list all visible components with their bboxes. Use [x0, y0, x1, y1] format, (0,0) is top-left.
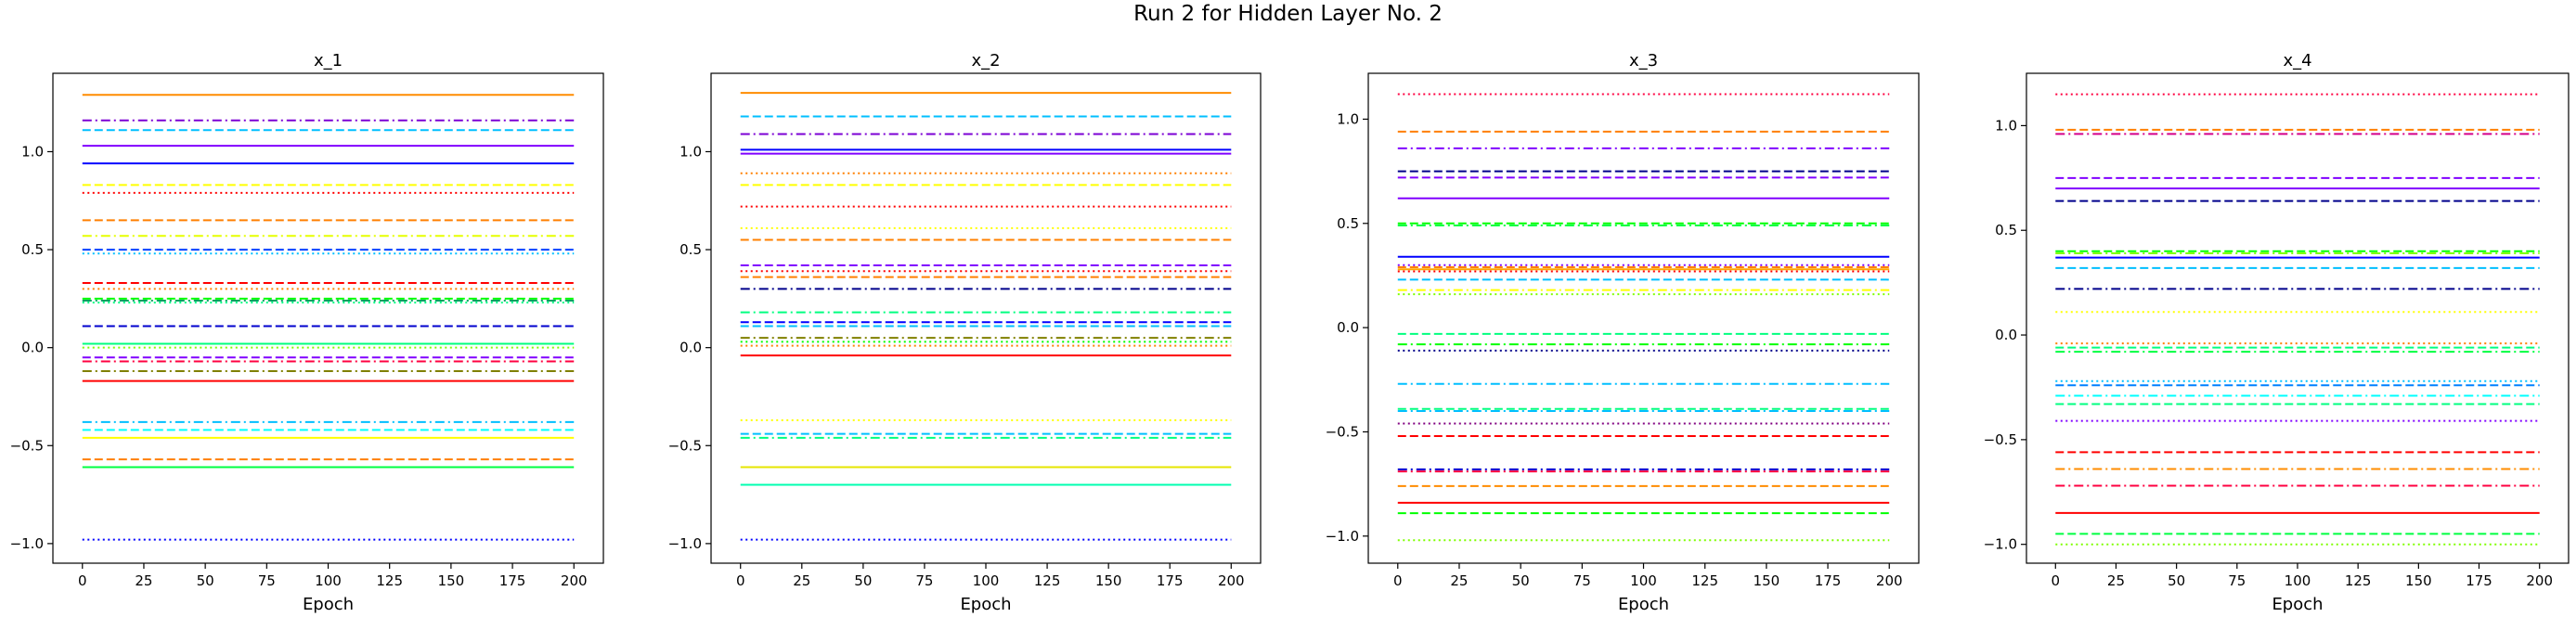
axes-frame-3 [1367, 72, 1920, 564]
x-tick-label: 125 [1691, 572, 1718, 589]
x-tick-label: 125 [1034, 572, 1061, 589]
x-tick-label: 75 [915, 572, 933, 589]
y-tick-label: 1.0 [1337, 110, 1359, 127]
axes-frame-1 [52, 72, 604, 564]
figure-title: Run 2 for Hidden Layer No. 2 [1133, 2, 1443, 26]
x-tick-label: 200 [2526, 572, 2553, 589]
x-tick-label: 25 [2107, 572, 2125, 589]
x-tick-label: 200 [561, 572, 588, 589]
y-tick-label: −1.0 [668, 535, 702, 552]
x-tick-label: 175 [1815, 572, 1842, 589]
x-axis-label-2: Epoch [960, 595, 1011, 614]
x-tick-label: 50 [854, 572, 872, 589]
y-tick-label: −1.0 [1984, 536, 2017, 553]
y-tick-label: −0.5 [1984, 431, 2017, 448]
x-tick-label: 175 [499, 572, 526, 589]
y-tick-label: 1.0 [680, 143, 702, 160]
x-tick-label: 75 [258, 572, 276, 589]
y-tick-label: −0.5 [10, 437, 44, 454]
x-tick-label: 0 [1393, 572, 1403, 589]
y-tick-label: −0.5 [1326, 423, 1359, 440]
panel-title-2: x_2 [971, 51, 1000, 71]
x-tick-label: 175 [1157, 572, 1184, 589]
x-tick-label: 200 [1876, 572, 1903, 589]
x-tick-label: 100 [315, 572, 342, 589]
x-tick-label: 150 [438, 572, 465, 589]
x-tick-label: 125 [2345, 572, 2372, 589]
panel-title-1: x_1 [314, 51, 343, 71]
x-tick-label: 0 [2052, 572, 2061, 589]
y-tick-label: 0.5 [1995, 222, 2017, 238]
x-tick-label: 100 [1630, 572, 1657, 589]
x-tick-label: 0 [736, 572, 745, 589]
x-tick-label: 100 [2285, 572, 2311, 589]
x-tick-label: 150 [1754, 572, 1780, 589]
x-tick-label: 100 [973, 572, 1000, 589]
x-tick-label: 0 [78, 572, 87, 589]
panel-title-4: x_4 [2283, 51, 2311, 71]
y-tick-label: 0.0 [1337, 319, 1359, 336]
y-tick-label: 0.5 [680, 241, 702, 258]
axes-frame-4 [2026, 72, 2570, 564]
x-tick-label: 25 [1450, 572, 1468, 589]
y-tick-label: 1.0 [21, 143, 44, 160]
x-tick-label: 150 [1095, 572, 1122, 589]
x-axis-label-4: Epoch [2272, 595, 2323, 614]
x-axis-label-1: Epoch [303, 595, 354, 614]
x-tick-label: 75 [2228, 572, 2246, 589]
x-tick-label: 75 [1573, 572, 1591, 589]
y-tick-label: 0.0 [680, 340, 702, 356]
axes-frame-2 [710, 72, 1262, 564]
y-tick-label: −1.0 [1326, 528, 1359, 545]
x-tick-label: 25 [793, 572, 810, 589]
x-tick-label: 200 [1218, 572, 1245, 589]
x-tick-label: 125 [376, 572, 403, 589]
y-tick-label: 0.0 [21, 340, 44, 356]
x-tick-label: 25 [135, 572, 152, 589]
y-tick-label: 0.0 [1995, 327, 2017, 343]
y-tick-label: 1.0 [1995, 117, 2017, 134]
x-tick-label: 50 [197, 572, 214, 589]
y-tick-label: 0.5 [21, 241, 44, 258]
y-tick-label: −0.5 [668, 437, 702, 454]
x-tick-label: 50 [1512, 572, 1530, 589]
y-tick-label: 0.5 [1337, 215, 1359, 232]
x-tick-label: 175 [2466, 572, 2492, 589]
x-tick-label: 150 [2405, 572, 2432, 589]
x-axis-label-3: Epoch [1618, 595, 1669, 614]
x-tick-label: 50 [2168, 572, 2185, 589]
panel-title-3: x_3 [1629, 51, 1658, 71]
y-tick-label: −1.0 [10, 535, 44, 552]
